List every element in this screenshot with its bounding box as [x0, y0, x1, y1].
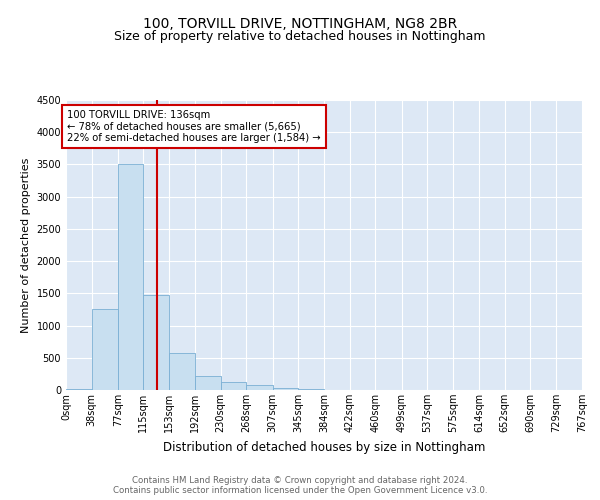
Bar [221, 382, 246, 390]
Text: Contains HM Land Registry data © Crown copyright and database right 2024.: Contains HM Land Registry data © Crown c… [132, 476, 468, 485]
X-axis label: Distribution of detached houses by size in Nottingham: Distribution of detached houses by size … [163, 440, 485, 454]
Text: Contains public sector information licensed under the Open Government Licence v3: Contains public sector information licen… [113, 486, 487, 495]
Bar [195, 376, 221, 390]
Bar [143, 294, 169, 390]
Y-axis label: Number of detached properties: Number of detached properties [21, 158, 31, 332]
Bar [246, 385, 272, 390]
Bar [92, 310, 118, 390]
Text: Size of property relative to detached houses in Nottingham: Size of property relative to detached ho… [114, 30, 486, 43]
Bar [118, 164, 143, 390]
Text: 100, TORVILL DRIVE, NOTTINGHAM, NG8 2BR: 100, TORVILL DRIVE, NOTTINGHAM, NG8 2BR [143, 18, 457, 32]
Bar [272, 388, 298, 390]
Bar [169, 352, 195, 390]
Text: 100 TORVILL DRIVE: 136sqm
← 78% of detached houses are smaller (5,665)
22% of se: 100 TORVILL DRIVE: 136sqm ← 78% of detac… [67, 110, 321, 143]
